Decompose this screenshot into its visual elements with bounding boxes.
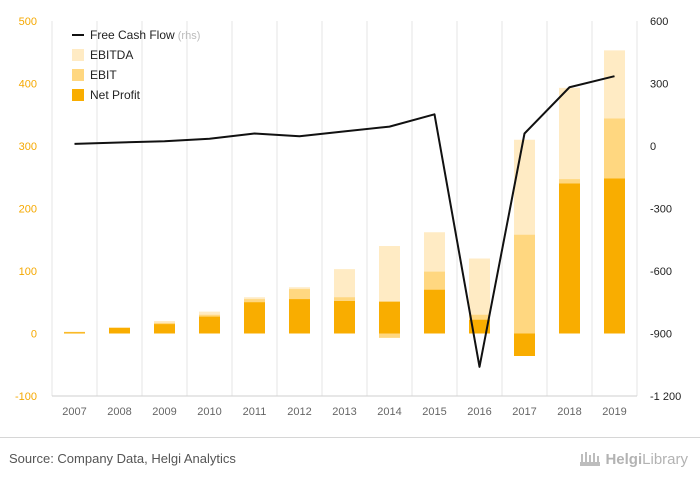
bar-net-profit xyxy=(199,316,220,334)
x-axis-tick-label: 2012 xyxy=(287,406,311,418)
left-axis-tick-label: 300 xyxy=(19,141,37,153)
bar-net-profit xyxy=(604,178,625,334)
bar-ebit xyxy=(514,234,535,334)
x-axis-tick-label: 2010 xyxy=(197,406,221,418)
x-axis-tick-label: 2013 xyxy=(332,406,356,418)
bar-net-profit xyxy=(154,324,175,334)
brand-logo: HelgiLibrary xyxy=(579,450,688,468)
brand-part1: Helgi xyxy=(605,450,643,468)
left-axis-tick-label: 200 xyxy=(19,204,37,216)
legend-swatch xyxy=(72,49,84,61)
x-axis-tick-label: 2014 xyxy=(377,406,401,418)
bar-ebit xyxy=(379,333,400,338)
library-icon xyxy=(580,452,601,466)
source-note: Source: Company Data, Helgi Analytics xyxy=(9,451,236,466)
x-axis-tick-label: 2007 xyxy=(62,406,86,418)
right-axis-tick-label: -1 200 xyxy=(650,391,681,403)
footer: Source: Company Data, Helgi Analytics He… xyxy=(0,437,700,483)
right-axis-tick-label: -600 xyxy=(650,266,672,278)
x-axis-tick-label: 2015 xyxy=(422,406,446,418)
bar-net-profit xyxy=(379,301,400,334)
bar-net-profit xyxy=(244,302,265,334)
x-axis-tick-label: 2016 xyxy=(467,406,491,418)
x-axis-tick-label: 2018 xyxy=(557,406,581,418)
chart: -100 0 100 200 300 400 500 -1 200 -900 -600 -300 0 3… xyxy=(15,16,681,418)
right-axis-tick-label: 300 xyxy=(650,79,668,91)
x-axis-tick-label: 2011 xyxy=(243,406,267,418)
legend-label: Net Profit xyxy=(90,88,141,102)
bar-net-profit xyxy=(64,332,85,334)
bar-net-profit xyxy=(559,183,580,334)
bar-net-profit xyxy=(334,301,355,334)
legend-swatch xyxy=(72,89,84,101)
bar-net-profit xyxy=(424,289,445,334)
right-axis-tick-label: 0 xyxy=(650,141,656,153)
legend-label: EBITDA xyxy=(90,48,133,62)
bar-net-profit xyxy=(289,299,310,334)
legend-label: EBIT xyxy=(90,68,117,82)
left-axis-tick-label: 500 xyxy=(19,16,37,28)
left-axis-tick-label: 0 xyxy=(31,329,37,341)
bar-net-profit xyxy=(109,327,130,334)
x-axis-tick-label: 2017 xyxy=(512,406,536,418)
legend-label: Free Cash Flow (rhs) xyxy=(90,28,200,42)
x-axis-tick-label: 2008 xyxy=(107,406,131,418)
right-axis-tick-label: -900 xyxy=(650,329,672,341)
x-axis-tick-label: 2019 xyxy=(602,406,626,418)
right-axis-tick-label: -300 xyxy=(650,204,672,216)
left-axis-tick-label: 400 xyxy=(19,79,37,91)
bar-net-profit xyxy=(514,333,535,356)
legend-swatch xyxy=(72,69,84,81)
x-axis-tick-label: 2009 xyxy=(152,406,176,418)
bar-net-profit xyxy=(469,319,490,334)
right-axis-tick-label: 600 xyxy=(650,16,668,28)
brand-part2: Library xyxy=(642,450,688,468)
left-axis-tick-label: 100 xyxy=(19,266,37,278)
left-axis-tick-label: -100 xyxy=(15,391,37,403)
